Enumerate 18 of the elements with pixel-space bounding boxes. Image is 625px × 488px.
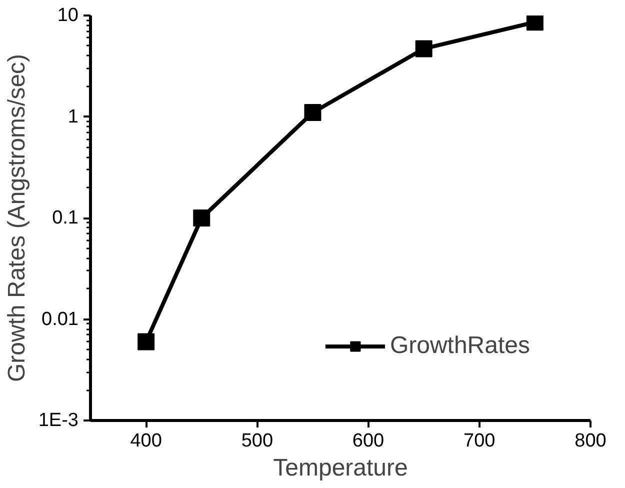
point	[304, 104, 322, 122]
point	[415, 40, 432, 58]
y-axis-title: Growth Rates (Angstroms/sec)	[3, 54, 30, 382]
x-axis-title: Temperature	[273, 454, 408, 482]
x-tick-label: 500	[241, 430, 274, 452]
x-tick-label: 600	[352, 430, 384, 452]
point	[526, 16, 544, 31]
y-tick-label: 0.1	[52, 208, 79, 228]
y-tick-label: 1E-3	[38, 410, 79, 431]
y-tick-label: 10	[57, 5, 79, 26]
x-tick-label: 800	[574, 430, 606, 452]
x-tick-label: 400	[130, 430, 162, 452]
y-tick-label: 0.01	[42, 308, 79, 330]
point	[193, 210, 210, 226]
legend-label: GrowthRates	[390, 332, 530, 360]
x-tick-label: 700	[464, 430, 496, 452]
point	[138, 333, 155, 350]
y-tick-label: 1	[68, 106, 79, 128]
